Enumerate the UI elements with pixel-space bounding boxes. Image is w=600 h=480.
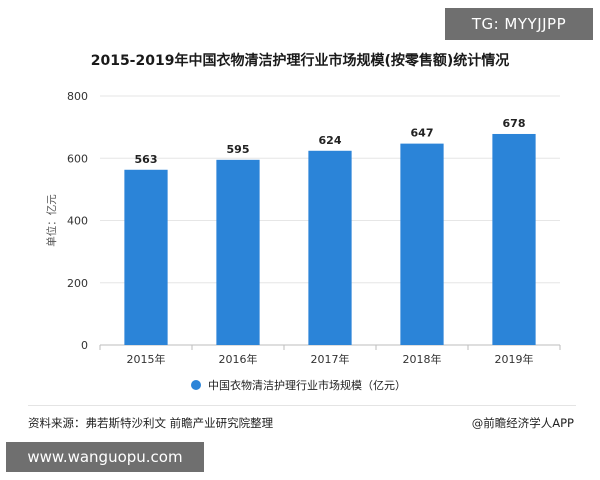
- bar-2016年: [216, 159, 260, 345]
- tg-watermark-badge: TG: MYYJJPP: [445, 8, 593, 40]
- legend-marker: [191, 380, 201, 390]
- x-tick-label: 2015年: [127, 352, 166, 366]
- x-tick-label: 2018年: [403, 352, 442, 366]
- source-note: 资料来源：弗若斯特沙利文 前瞻产业研究院整理: [28, 416, 274, 430]
- data-label: 647: [411, 127, 434, 140]
- y-tick-label: 600: [67, 152, 88, 165]
- bar-2018年: [400, 143, 444, 345]
- credit-note: @前瞻经济学人APP: [471, 416, 574, 430]
- footer-divider: [28, 405, 576, 406]
- bar-2015年: [124, 169, 168, 345]
- x-tick-label: 2019年: [495, 352, 534, 366]
- legend-label: 中国衣物清洁护理行业市场规模（亿元）: [208, 378, 406, 392]
- x-tick-label: 2016年: [219, 352, 258, 366]
- data-label: 595: [227, 143, 250, 156]
- y-tick-label: 400: [67, 215, 88, 228]
- bar-2019年: [492, 133, 536, 345]
- y-axis-label: 单位：亿元: [45, 194, 58, 247]
- y-tick-label: 200: [67, 277, 88, 290]
- data-label: 624: [319, 134, 342, 147]
- data-label: 563: [135, 153, 158, 166]
- chart-title: 2015-2019年中国衣物清洁护理行业市场规模(按零售额)统计情况: [90, 53, 510, 69]
- y-tick-label: 0: [81, 339, 88, 352]
- site-watermark-badge: www.wanguopu.com: [6, 442, 204, 472]
- data-label: 678: [503, 117, 526, 130]
- bar-2017年: [308, 150, 352, 345]
- y-tick-label: 800: [67, 90, 88, 103]
- x-tick-label: 2017年: [311, 352, 350, 366]
